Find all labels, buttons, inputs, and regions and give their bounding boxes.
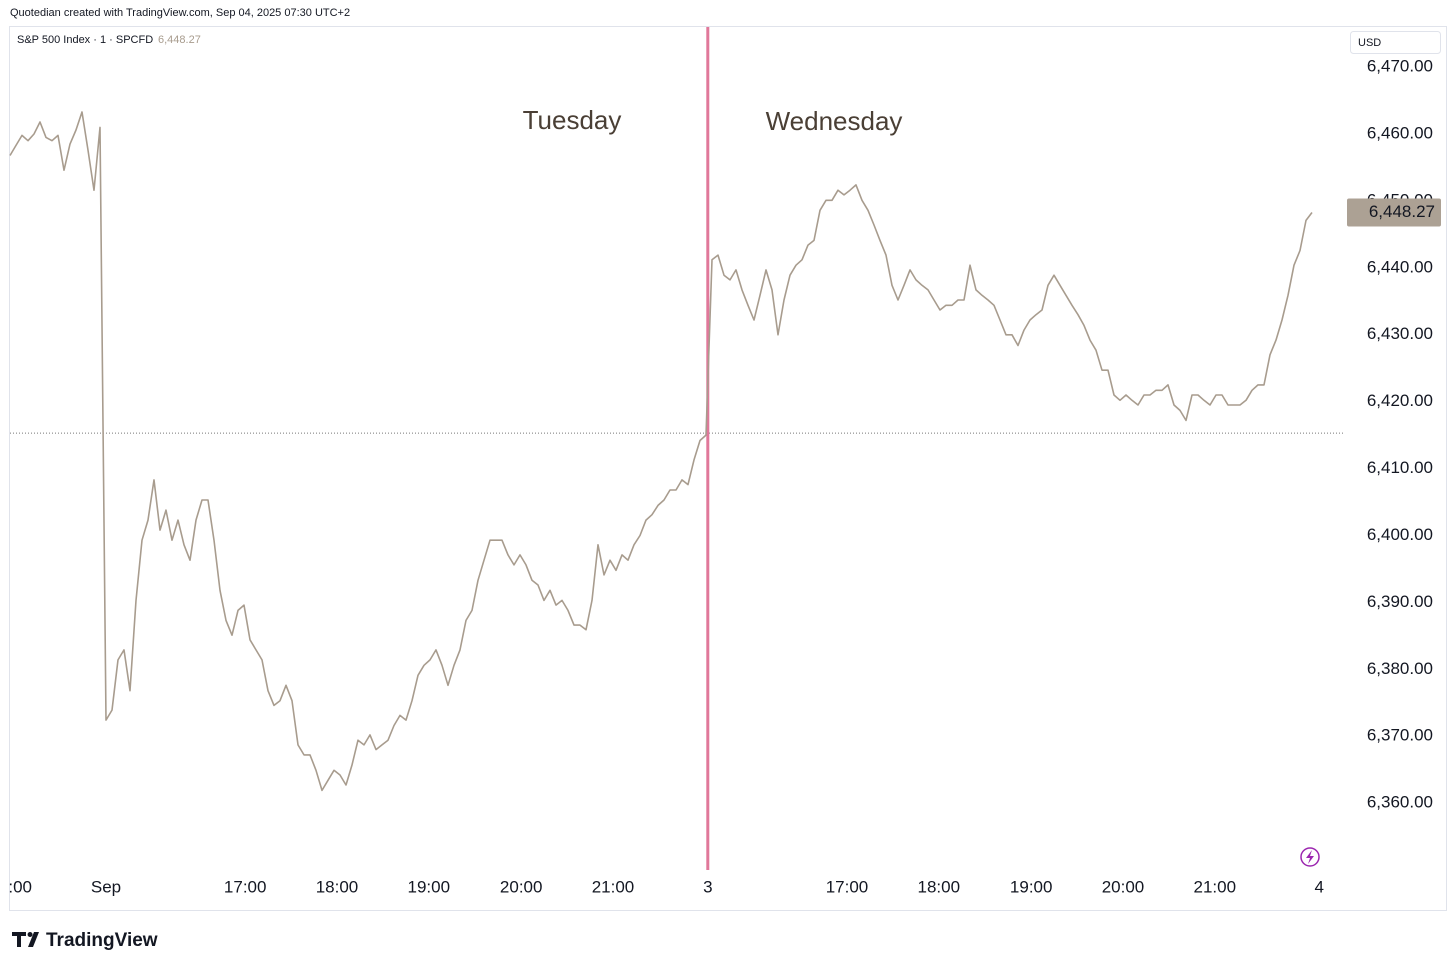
y-tick-label: 6,400.00 [1367, 525, 1433, 544]
plot: 6,360.00 6,370.00 6,380.00 6,390.00 6,400.00… [8, 27, 1441, 896]
header-text: Quotedian created with TradingView.com, … [10, 7, 350, 19]
annotation: Tuesday [523, 105, 622, 135]
x-tick-label: 19:00 [1010, 877, 1053, 896]
x-tick-label: 20:00 [1102, 877, 1145, 896]
x-tick-label: 4 [1314, 877, 1323, 896]
x-tick-label: 21:00 [592, 877, 635, 896]
x-tick-label: 17:00 [826, 877, 869, 896]
y-tick-label: 6,370.00 [1367, 726, 1433, 745]
lightning-icon[interactable] [1300, 847, 1320, 867]
legend-value: 6,448.27 [158, 34, 201, 46]
currency-button[interactable] [1350, 31, 1441, 54]
y-tick-label: 6,380.00 [1367, 659, 1433, 678]
y-tick-label: 6,390.00 [1367, 592, 1433, 611]
y-tick-label: 6,410.00 [1367, 458, 1433, 477]
last-price-box [1347, 198, 1441, 227]
x-tick-label: 19:00 [408, 877, 451, 896]
y-tick-label: 6,460.00 [1367, 124, 1433, 143]
x-tick-label: 20:00 [500, 877, 543, 896]
logo-mark [12, 932, 39, 947]
y-tick-label: 6,420.00 [1367, 391, 1433, 410]
legend-name: S&P 500 Index · 1 · SPCFD [17, 34, 153, 46]
x-tick-label: 17:00 [224, 877, 267, 896]
logo-text: TradingView [46, 930, 158, 951]
x-tick-label: 21:00 [1194, 877, 1237, 896]
last-price-label: 6,448.27 [1369, 202, 1435, 221]
price-line [9, 111, 1313, 792]
annotation: Wednesday [766, 106, 903, 136]
x-tick-label: Sep [91, 877, 121, 896]
chart-frame [9, 26, 1447, 911]
y-tick-label: 6,440.00 [1367, 257, 1433, 276]
lightning-glyph [1306, 850, 1314, 864]
x-tick-label: 18:00 [316, 877, 359, 896]
y-tick-label: 6,470.00 [1367, 57, 1433, 76]
x-tick-label: 18:00 [918, 877, 961, 896]
y-tick-label: 6,360.00 [1367, 793, 1433, 812]
x-tick-label: :00 [8, 877, 32, 896]
y-tick-label: 6,430.00 [1367, 324, 1433, 343]
currency-label[interactable]: USD [1358, 37, 1381, 49]
x-tick-label: 3 [703, 877, 712, 896]
